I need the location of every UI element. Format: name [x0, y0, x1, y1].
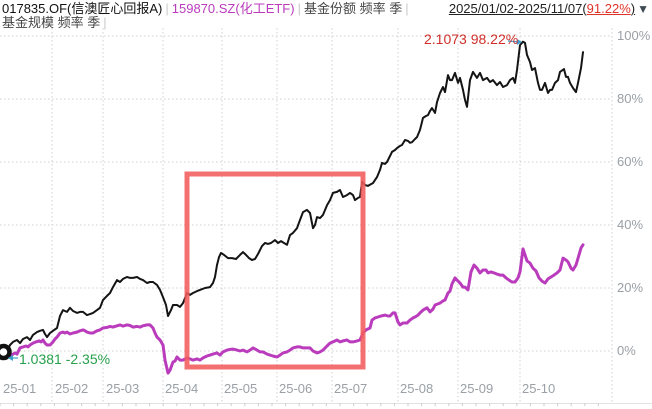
fund-scale-frequency-option[interactable]: 基金规模 频率 季 [2, 15, 101, 30]
separator: | [297, 1, 301, 16]
x-axis-label: 25-07 [334, 381, 368, 396]
annotation-arrowhead [517, 39, 522, 45]
start-value-annotation: 1.0381 -2.35% [19, 351, 111, 367]
x-axis-label: 25-10 [522, 381, 556, 396]
date-range-text[interactable]: 2025/01/02-2025/11/07( [448, 1, 587, 16]
series-line [1, 40, 584, 360]
date-range-selector[interactable]: 2025/01/02-2025/11/07(91.22%) ▼ [449, 1, 649, 17]
series-start-marker [0, 343, 12, 361]
separator: | [405, 1, 409, 16]
x-axis-label: 25-03 [106, 381, 140, 396]
x-axis-label: 25-05 [224, 381, 258, 396]
date-range-return[interactable]: 91.22% [586, 1, 631, 16]
series1-legend-label[interactable]: 017835.OF(信澳匠心回报A) [2, 1, 163, 16]
annotation-arrowhead [8, 355, 13, 361]
annotation-arrow [507, 40, 519, 43]
chevron-down-icon[interactable]: ▼ [637, 2, 649, 16]
y-axis-label: 0% [617, 343, 636, 358]
date-range-close-paren[interactable]: ) [630, 1, 636, 16]
x-axis-label: 25-08 [400, 381, 434, 396]
x-axis-label: 25-01 [3, 381, 37, 396]
peak-value-annotation: 2.1073 98.22% [424, 31, 519, 47]
y-axis-label: 80% [617, 91, 644, 106]
y-axis-label: 20% [617, 280, 644, 295]
x-axis-label: 25-09 [460, 381, 494, 396]
chart-options-row: 基金规模 频率 季 | [2, 15, 110, 30]
y-axis-label: 40% [617, 217, 644, 232]
x-axis-label: 25-04 [165, 381, 199, 396]
highlight-rectangle [184, 171, 366, 370]
separator: | [165, 1, 169, 16]
y-axis-label: 60% [617, 154, 644, 169]
series2-legend-label[interactable]: 159870.SZ(化工ETF) [171, 1, 295, 16]
chart-legend-row: 017835.OF(信澳匠心回报A) | 159870.SZ(化工ETF) | 基金份额… [2, 1, 412, 16]
x-axis-label: 25-06 [279, 381, 313, 396]
series-line [0, 243, 585, 375]
separator: | [103, 15, 107, 30]
x-axis-label: 25-02 [55, 381, 89, 396]
fund-share-frequency-option[interactable]: 基金份额 频率 季 [303, 1, 403, 16]
y-axis-label: 100% [617, 28, 651, 43]
